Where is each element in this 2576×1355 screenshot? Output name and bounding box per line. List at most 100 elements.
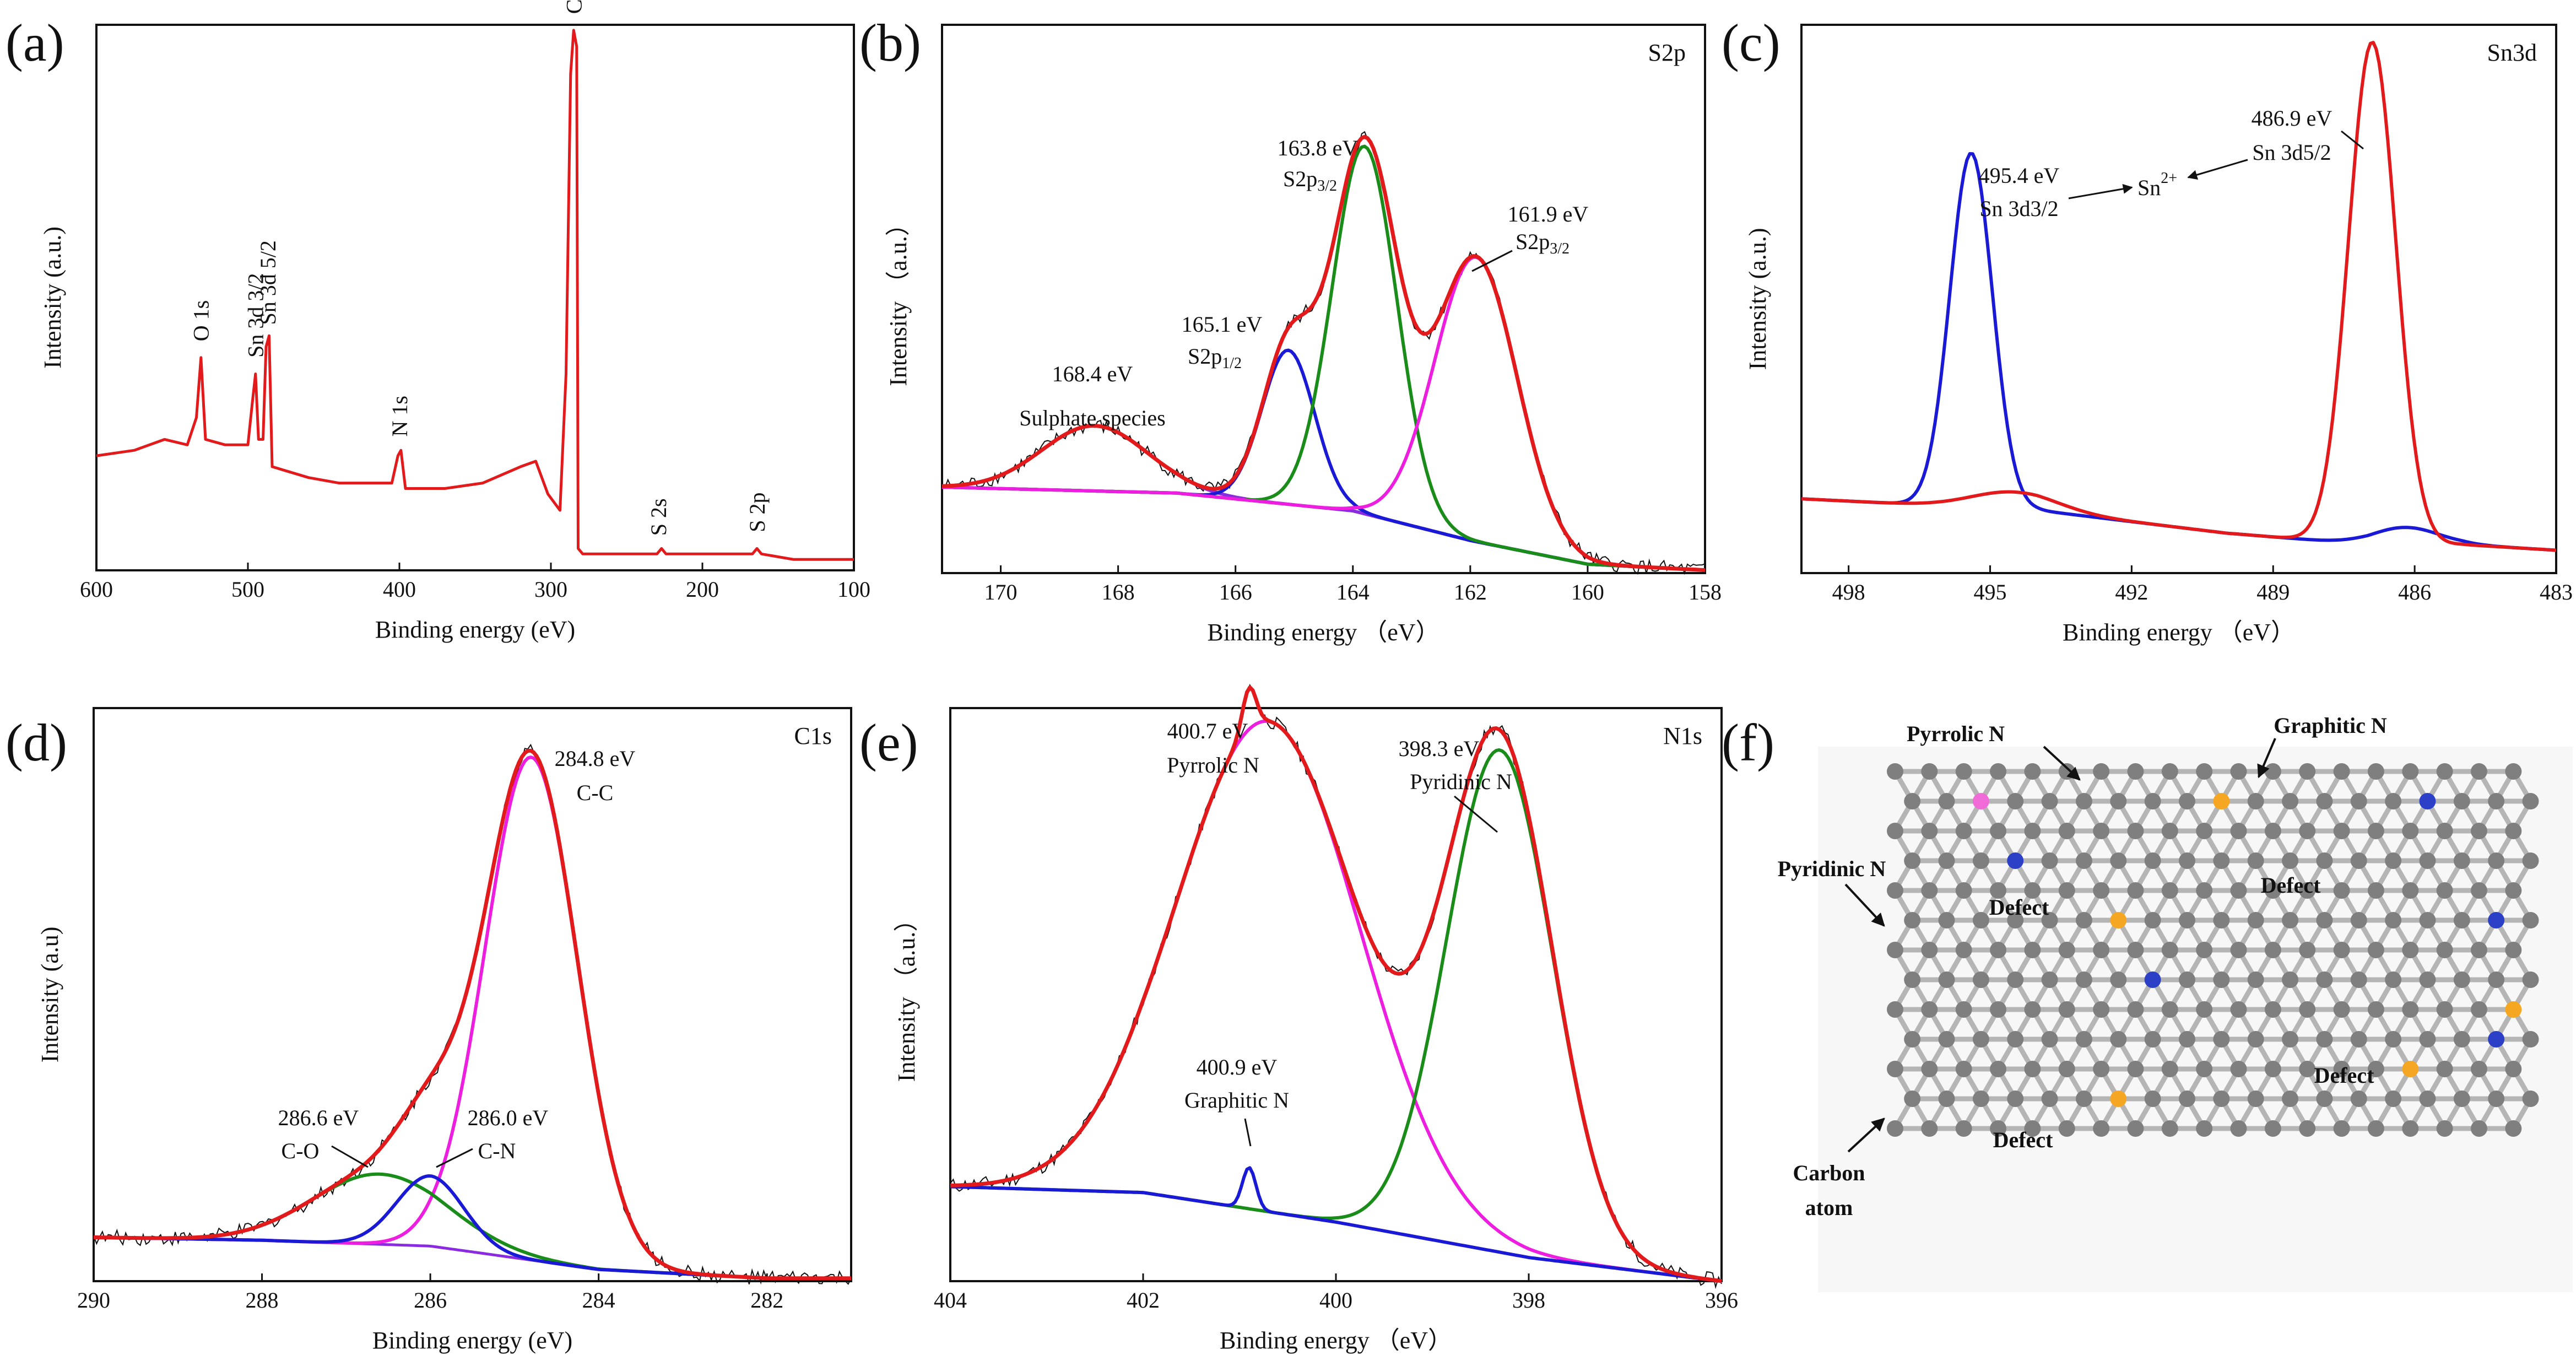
x-tick-label: 200: [686, 577, 719, 602]
fit-component-1: [1801, 152, 2557, 552]
carbon-atom: [2024, 1001, 2041, 1018]
label-pyridinic-n: Pyridinic N: [1778, 856, 1886, 881]
carbon-atom: [1921, 1001, 1938, 1018]
carbon-atom: [2247, 971, 2264, 988]
carbon-atom: [2058, 823, 2075, 839]
carbon-atom: [1972, 852, 1989, 869]
carbon-atom: [2282, 1091, 2299, 1107]
carbon-atom: [2522, 793, 2539, 809]
carbon-atom: [2470, 1061, 2487, 1077]
annotation-168-4-ev: 168.4 eV: [1052, 361, 1133, 386]
x-tick-label: 300: [534, 577, 567, 602]
lattice-labels: Pyrrolic N Graphitic N Pyridinic N Defec…: [1778, 713, 2387, 1220]
carbon-atom: [2127, 763, 2144, 780]
carbon-atom: [2367, 1061, 2384, 1077]
nitrogen-atom: [2488, 1031, 2505, 1048]
carbon-atom: [2350, 971, 2367, 988]
x-tick-label: 282: [750, 1288, 783, 1313]
carbon-atom: [1990, 882, 2007, 899]
peak-label: Sn 3d 3/2: [243, 273, 268, 358]
carbon-atom: [2213, 1031, 2230, 1048]
panel-c-title: Sn3d: [2487, 39, 2537, 66]
carbon-atom: [2470, 882, 2487, 899]
x-tick-label: 498: [1832, 580, 1865, 604]
carbon-atom: [2419, 852, 2436, 869]
carbon-atom: [2144, 852, 2161, 869]
label-defect-2: Defect: [2261, 873, 2321, 898]
carbon-atom: [2436, 1120, 2453, 1137]
carbon-atom: [2024, 823, 2041, 839]
carbon-atom: [2058, 1001, 2075, 1018]
carbon-atom: [1921, 882, 1938, 899]
label-defect-4: Defect: [1993, 1127, 2053, 1152]
carbon-atom: [2402, 882, 2419, 899]
x-tick-label: 400: [383, 577, 416, 602]
x-tick-label: 495: [1974, 580, 2007, 604]
carbon-atom: [2075, 912, 2092, 928]
carbon-atom: [2470, 763, 2487, 780]
carbon-atom: [1972, 971, 1989, 988]
carbon-atom: [2247, 852, 2264, 869]
survey-spectrum-line: [96, 29, 854, 561]
carbon-atom: [1904, 971, 1921, 988]
carbon-atom: [2488, 1091, 2505, 1107]
annotation-sn2plus: Sn2+: [2137, 170, 2177, 200]
carbon-atom: [2041, 971, 2058, 988]
carbon-atom: [2505, 942, 2522, 958]
carbon-atom: [2367, 823, 2384, 839]
carbon-atom: [2419, 1091, 2436, 1107]
leader-line-c-n: [436, 1148, 473, 1168]
carbon-atom: [2058, 1120, 2075, 1137]
carbon-atom: [2127, 1120, 2144, 1137]
panel-e-x-axis-label: Binding energy （eV）: [1220, 1327, 1452, 1354]
annotation-400-7-ev: 400.7 eV: [1167, 719, 1248, 743]
nitrogen-atom: [2505, 1001, 2522, 1018]
panel-d-annotations: 284.8 eV C-C 286.6 eV C-O 286.0 eV C-N: [278, 746, 635, 1168]
panel-e-annotations: 400.7 eV Pyrrolic N 398.3 eV Pyridinic N…: [1167, 719, 1512, 1147]
carbon-atom: [2453, 1031, 2470, 1048]
arrow-carbon: [1847, 1118, 1885, 1153]
panel-d-label: (d): [6, 713, 67, 772]
x-tick-label: 164: [1336, 580, 1370, 604]
carbon-atom: [1904, 852, 1921, 869]
carbon-atom: [1904, 793, 1921, 809]
carbon-atom: [2127, 823, 2144, 839]
carbon-atom: [2488, 852, 2505, 869]
carbon-atom: [2041, 793, 2058, 809]
panel-b-x-ticks: 170 168 166 164 162 160 158: [984, 565, 1722, 604]
carbon-atom: [1938, 1091, 1955, 1107]
carbon-atom: [2419, 912, 2436, 928]
carbon-atom: [2522, 971, 2539, 988]
carbon-atom: [2522, 912, 2539, 928]
annotation-398-3-ev: 398.3 eV: [1399, 736, 1480, 761]
carbon-atom: [2350, 793, 2367, 809]
panel-a-x-axis-label: Binding energy (eV): [375, 616, 575, 643]
carbon-atom: [2316, 793, 2333, 809]
carbon-atom: [2144, 912, 2161, 928]
panel-f-lattice: (f) Pyrrolic N Graphitic N Pyridinic N D…: [1722, 713, 2573, 1292]
panel-d-x-axis-label: Binding energy (eV): [372, 1327, 572, 1354]
carbon-atom: [2402, 1001, 2419, 1018]
carbon-atom: [2282, 793, 2299, 809]
carbon-atom: [2230, 763, 2247, 780]
carbon-atom: [1904, 912, 1921, 928]
peak-label: S 2s: [646, 498, 671, 536]
carbon-atom: [2316, 971, 2333, 988]
nitrogen-atom: [2213, 793, 2230, 809]
carbon-atom: [2350, 1091, 2367, 1107]
carbon-atom: [2058, 763, 2075, 780]
annotation-pyridinic-n: Pyridinic N: [1410, 769, 1512, 794]
carbon-atom: [2024, 1061, 2041, 1077]
carbon-atom: [2196, 823, 2213, 839]
carbon-atom: [2110, 793, 2127, 809]
carbon-atom: [2144, 793, 2161, 809]
label-carbon: Carbon: [1793, 1160, 1865, 1185]
nitrogen-atom: [2488, 912, 2505, 928]
annotation-286-0-ev: 286.0 eV: [468, 1105, 549, 1130]
carbon-atom: [2230, 823, 2247, 839]
carbon-atom: [2402, 823, 2419, 839]
carbon-atom: [1990, 1001, 2007, 1018]
panel-a-y-axis-label: Intensity (a.u.): [39, 226, 66, 369]
x-tick-label: 288: [246, 1288, 279, 1313]
